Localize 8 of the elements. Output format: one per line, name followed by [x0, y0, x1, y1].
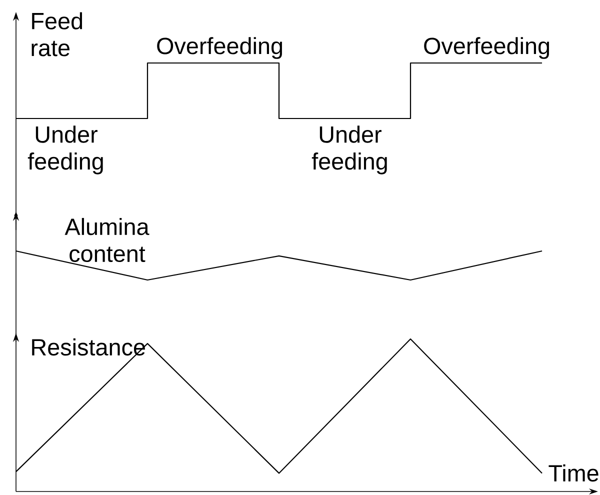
legend-label: Feed rate: [32, 12, 82, 56]
text: Under feeding: [312, 126, 387, 174]
text: Overfeeding: [424, 37, 550, 59]
x-axis-title: Time: [548, 464, 598, 482]
legend-label: Resistance: [32, 338, 145, 356]
text: Overfeeding: [157, 37, 282, 59]
text: Under feeding: [28, 126, 103, 174]
legend-label: Alumina content: [64, 218, 150, 262]
